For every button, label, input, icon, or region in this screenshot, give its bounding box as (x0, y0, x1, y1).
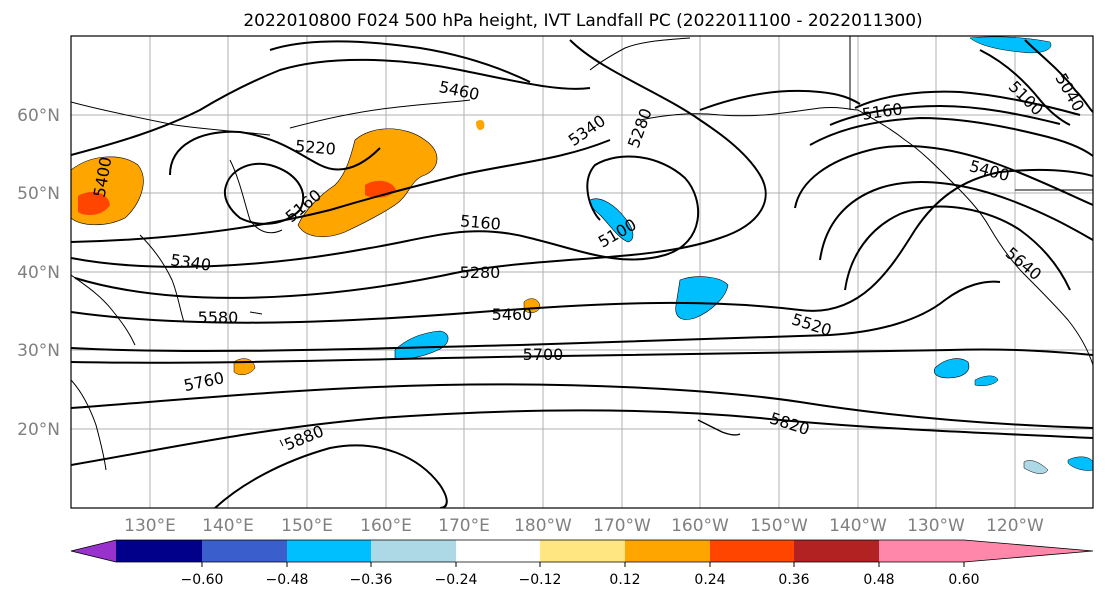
negative-shading (394, 36, 1093, 474)
contour-5220-east (829, 104, 1061, 126)
coast-japan (139, 234, 185, 323)
lon-label-160W: 160°W (671, 516, 729, 536)
lon-label-140W: 140°W (829, 516, 887, 536)
lon-label-170E: 170°E (438, 516, 490, 536)
lon-label-150W: 150°W (750, 516, 808, 536)
colorbar-tick-label: −0.36 (350, 572, 393, 588)
colorbar-extend-high (964, 540, 1093, 562)
colorbar: −0.60 −0.48 −0.36 −0.24 −0.12 0.12 0.24 … (70, 539, 1094, 588)
contour-5160 (169, 130, 381, 176)
colorbar-segment (879, 540, 964, 562)
lon-label-150E: 150°E (281, 516, 333, 536)
colorbar-tick-labels: −0.60 −0.48 −0.36 −0.24 −0.12 0.12 0.24 … (181, 572, 980, 588)
lon-label-140E: 140°E (202, 516, 254, 536)
negative-region-east-3 (1067, 456, 1093, 471)
lon-label-180W: 180°W (514, 516, 572, 536)
coast-okhotsk (289, 99, 471, 129)
coastlines (71, 36, 1093, 471)
colorbar-segment (540, 540, 625, 562)
colorbar-segment (794, 540, 879, 562)
colorbar-tick-label: −0.12 (519, 572, 562, 588)
colorbar-segment (456, 540, 540, 562)
negative-region-north (969, 36, 1052, 54)
height-contours (71, 39, 1093, 508)
lat-label-40N: 40°N (17, 263, 60, 283)
contour-5640 (844, 205, 1071, 291)
colorbar-tick-label: 0.36 (778, 572, 809, 588)
lat-label-30N: 30°N (17, 341, 60, 361)
colorbar-ticks (201, 562, 965, 567)
contour-5100-east (979, 49, 1071, 126)
contour-5700 (71, 348, 1093, 364)
contour-label: 5280 (460, 263, 501, 282)
lon-label-130E: 130°E (124, 516, 176, 536)
lat-label-20N: 20°N (17, 420, 60, 440)
contour-5580 (71, 280, 1001, 353)
lat-label-50N: 50°N (17, 184, 60, 204)
longitude-labels: 130°E 140°E 150°E 160°E 170°E 180°W 170°… (124, 516, 1044, 536)
coast-china (71, 274, 136, 346)
lon-label-130W: 130°W (907, 516, 965, 536)
contour-5040 (1024, 39, 1093, 113)
colorbar-tick-label: −0.24 (435, 572, 478, 588)
colorbar-tick-label: −0.60 (181, 572, 224, 588)
contour-label: 5160 (459, 211, 501, 233)
coast-kamchatka (229, 159, 283, 234)
contour-5100-closed (223, 162, 305, 225)
lat-label-60N: 60°N (17, 106, 60, 126)
lon-label-160E: 160°E (360, 516, 412, 536)
colorbar-segment (202, 540, 287, 562)
contour-label: 5460 (492, 305, 533, 324)
contour-label: 5700 (523, 345, 564, 364)
colorbar-tick-label: 0.24 (694, 572, 725, 588)
coast-se-asia (71, 379, 107, 471)
contour-5400 (794, 145, 1093, 209)
colorbar-segment (116, 540, 202, 562)
coast-north-america-west (857, 109, 1093, 366)
colorbar-extend-low (71, 540, 116, 562)
contour-label: 5580 (198, 308, 239, 327)
colorbar-outline (70, 539, 1094, 563)
colorbar-tick-label: 0.48 (863, 572, 894, 588)
colorbar-tick-label: 0.60 (948, 572, 979, 588)
negative-region-gulf (589, 198, 634, 243)
coast-alaska-south (639, 106, 859, 121)
contour-5280 (74, 39, 767, 299)
contour-5340-east (699, 89, 861, 111)
map-layer: 5460 5340 5220 5160 5280 5160 5100 5340 … (71, 36, 1093, 508)
coast-hawaii (697, 419, 741, 436)
colorbar-tick-label: 0.12 (609, 572, 640, 588)
latitude-labels: 60°N 50°N 40°N 30°N 20°N (17, 106, 60, 440)
colorbar-segment (371, 540, 456, 562)
contour-5340 (71, 58, 591, 156)
contour-5280-east (809, 116, 1093, 157)
contour-5460-north (269, 40, 531, 83)
coast-island-2 (279, 439, 284, 447)
colorbar-tick-label: −0.48 (266, 572, 309, 588)
negative-region-east-2 (974, 375, 999, 387)
coast-island-1 (249, 311, 263, 315)
map-frame (70, 35, 1094, 509)
contour-label: 5220 (294, 136, 336, 158)
colorbar-segment (287, 540, 371, 562)
colorbar-segment (625, 540, 710, 562)
positive-region-small-3 (476, 120, 485, 130)
contour-5880 (214, 444, 448, 508)
contour-5760 (71, 383, 1093, 429)
contour-5520 (819, 181, 1093, 261)
positive-core-west (78, 191, 110, 216)
lon-label-170W: 170°W (593, 516, 651, 536)
contour-5460 (71, 168, 1093, 324)
negative-region-east-1 (933, 358, 970, 379)
negative-region-weak (1023, 460, 1049, 474)
contour-5220 (71, 139, 611, 243)
contour-5820 (71, 409, 1093, 466)
contour-5160-low (71, 155, 699, 268)
negative-region-hawaii-north (675, 276, 729, 320)
lon-label-120W: 120°W (986, 516, 1044, 536)
colorbar-segment (710, 540, 794, 562)
chart-title: 2022010800 F024 500 hPa height, IVT Land… (243, 11, 922, 31)
